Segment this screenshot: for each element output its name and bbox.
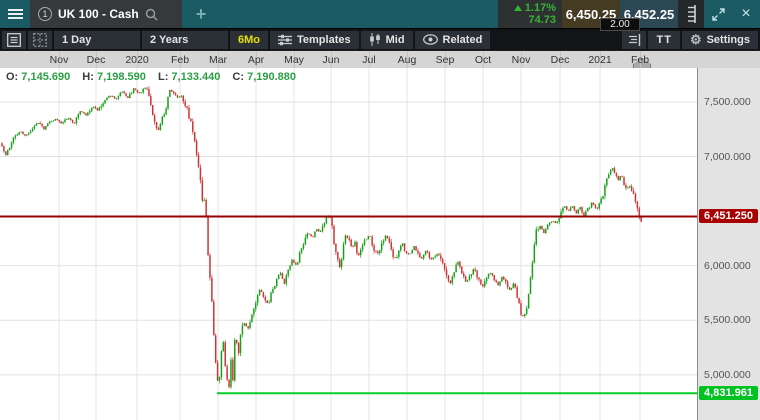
top-bar: 1 UK 100 - Cash + 1.17% 74.73 6,450.25 6… <box>0 0 760 28</box>
time-axis-separator <box>369 51 370 68</box>
sell-price-button[interactable]: 6,450.25 <box>562 0 620 28</box>
x-axis-label: Dec <box>86 54 106 66</box>
related-button[interactable]: Related <box>414 30 491 49</box>
gear-icon: ⚙ <box>689 32 702 47</box>
depth-ladder-button[interactable] <box>678 0 704 28</box>
list-icon <box>7 32 21 47</box>
time-axis-separator <box>256 51 257 68</box>
text-tool-button[interactable]: TT <box>648 30 680 49</box>
settings-label: Settings <box>706 33 750 46</box>
instrument-tab[interactable]: 1 UK 100 - Cash <box>30 0 182 28</box>
low-value: 7,133.440 <box>171 71 221 83</box>
x-axis-label: Nov <box>49 54 69 66</box>
time-axis-separator <box>483 51 484 68</box>
price-type-dropdown[interactable]: Mid <box>360 30 413 49</box>
instrument-title: UK 100 - Cash <box>58 7 139 21</box>
time-axis-separator <box>331 51 332 68</box>
chart-toolbar: 1 Day 2 Years 6Mo Templates Mid Related … <box>0 28 760 50</box>
close-value: 7,190.880 <box>247 71 297 83</box>
ladder-icon <box>688 5 696 23</box>
x-axis-label: Feb <box>630 54 650 66</box>
grid-icon <box>33 32 47 47</box>
y-axis-label: 5,500.000 <box>704 314 751 327</box>
y-axis-label: 5,000.000 <box>704 368 751 381</box>
resistance-line-price-badge: 6,451.250 <box>699 209 758 224</box>
x-axis-label: Sep <box>435 54 455 66</box>
time-axis-separator <box>180 51 181 68</box>
time-axis-separator <box>445 51 446 68</box>
time-axis[interactable]: Nov Dec 2020 Feb Mar Apr May Jun Jul Aug Sep Oct Nov… <box>0 50 760 68</box>
time-axis-separator <box>600 51 601 68</box>
x-axis-label: Feb <box>170 54 190 66</box>
time-axis-separator <box>137 51 138 68</box>
time-axis-separator <box>560 51 561 68</box>
x-axis-label: Nov <box>511 54 531 66</box>
y-axis-label: 6,000.000 <box>704 259 751 272</box>
x-axis-label: Jul <box>362 54 376 66</box>
time-axis-separator <box>218 51 219 68</box>
related-label: Related <box>442 33 483 46</box>
change-points: 74.73 <box>528 14 556 26</box>
price-type-label: Mid <box>385 33 405 46</box>
time-axis-separator <box>521 51 522 68</box>
candlestick-series <box>0 68 697 420</box>
high-value: 7,198.590 <box>96 71 146 83</box>
open-label: O: <box>6 71 19 83</box>
y-axis-label: 7,000.000 <box>704 150 751 163</box>
price-axis[interactable]: 7,500.000 7,000.000 6,000.000 5,500.000 5,00… <box>697 68 760 420</box>
candlestick-icon <box>369 33 380 46</box>
daily-change: 1.17% 74.73 <box>498 0 562 28</box>
time-axis-separator <box>96 51 97 68</box>
x-axis-label: Aug <box>397 54 417 66</box>
range-dropdown[interactable]: 2 Years <box>142 30 228 49</box>
sliders-icon <box>278 34 292 45</box>
main-menu-button[interactable] <box>0 0 30 28</box>
x-axis-label: Mar <box>208 54 228 66</box>
hamburger-icon <box>7 7 23 21</box>
high-label: H: <box>82 71 94 83</box>
time-axis-separator <box>294 51 295 68</box>
layout-grid-button[interactable] <box>28 30 52 49</box>
x-axis-label: Apr <box>247 54 265 66</box>
support-line-price-badge: 4,831.961 <box>699 386 758 401</box>
up-arrow-icon <box>513 5 522 11</box>
expand-icon <box>711 7 725 21</box>
drawings-panel-button[interactable] <box>622 30 647 49</box>
add-tab-button[interactable]: + <box>195 3 207 24</box>
x-axis-label: 2020 <box>125 54 149 66</box>
y-axis-label: 7,500.000 <box>704 95 751 108</box>
x-axis-label: 2021 <box>588 54 612 66</box>
x-axis-label: Jun <box>322 54 340 66</box>
templates-label: Templates <box>297 33 351 46</box>
chart-plot-area[interactable] <box>0 68 697 420</box>
x-axis-label: May <box>284 54 304 66</box>
change-percent: 1.17% <box>524 2 556 14</box>
time-axis-separator <box>407 51 408 68</box>
tab-index-badge: 1 <box>38 7 52 21</box>
ohlc-readout: O: 7,145.690 H: 7,198.590 L: 7,133.440 C… <box>6 71 305 83</box>
settings-button[interactable]: ⚙ Settings <box>681 30 758 49</box>
preset-6mo-button[interactable]: 6Mo <box>230 30 268 49</box>
search-icon[interactable] <box>145 8 158 21</box>
time-axis-separator <box>640 51 641 68</box>
eye-icon <box>422 34 438 45</box>
close-label: C: <box>232 71 245 83</box>
chart-list-button[interactable] <box>2 30 26 49</box>
expand-window-button[interactable] <box>704 0 732 28</box>
low-label: L: <box>157 71 169 83</box>
interval-dropdown[interactable]: 1 Day <box>54 30 140 49</box>
topbar-spacer <box>220 0 498 28</box>
spread-value: 2.00 <box>600 18 640 31</box>
x-axis-label: Dec <box>550 54 570 66</box>
templates-button[interactable]: Templates <box>270 30 359 49</box>
x-axis-label: Oct <box>474 54 492 66</box>
open-value: 7,145.690 <box>21 71 71 83</box>
panel-lines-icon <box>629 33 641 46</box>
close-window-button[interactable]: × <box>732 0 760 28</box>
close-icon: × <box>741 5 751 22</box>
time-axis-separator <box>59 51 60 68</box>
